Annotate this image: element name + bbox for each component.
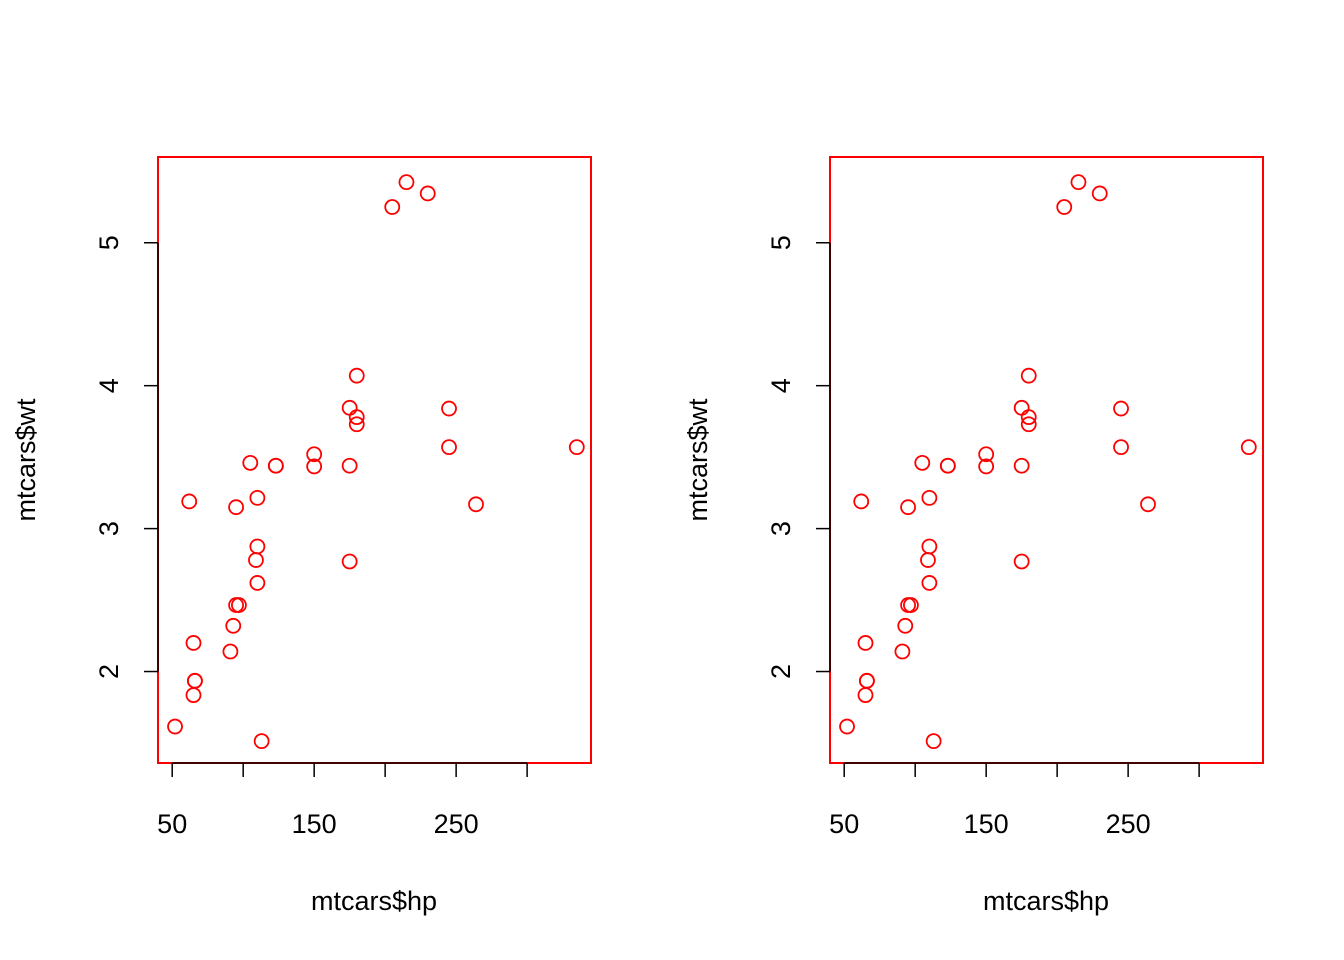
y-tick-label: 4 <box>94 378 124 393</box>
data-point <box>181 493 198 510</box>
data-point <box>398 174 415 191</box>
data-point <box>267 457 284 474</box>
data-point <box>249 489 266 506</box>
data-point <box>1240 439 1257 456</box>
data-point <box>341 457 358 474</box>
data-point <box>894 643 911 660</box>
y-tick-label: 3 <box>94 521 124 536</box>
data-point <box>1113 400 1129 417</box>
data-point <box>1020 416 1037 433</box>
data-point <box>441 400 457 417</box>
data-point <box>1070 174 1087 191</box>
data-point <box>242 454 259 471</box>
data-point <box>1091 185 1108 202</box>
y-tick-label: 3 <box>766 521 796 536</box>
data-point <box>914 454 931 471</box>
data-point <box>419 185 436 202</box>
data-point <box>441 439 457 456</box>
data-point <box>978 446 995 463</box>
data-point <box>228 499 244 516</box>
y-tick-label: 5 <box>766 235 796 250</box>
data-point <box>1113 439 1129 456</box>
y-axis-label: mtcars$wt <box>683 398 713 522</box>
data-point <box>857 635 874 651</box>
y-tick-label: 5 <box>94 235 124 250</box>
data-point <box>853 493 870 510</box>
data-point <box>839 718 855 735</box>
data-point <box>859 672 875 689</box>
data-point <box>185 635 202 651</box>
data-point <box>167 718 183 735</box>
y-axis-label: mtcars$wt <box>11 398 41 522</box>
data-point <box>978 458 995 475</box>
data-point <box>222 643 239 660</box>
data-point <box>384 199 401 215</box>
data-point <box>1013 457 1030 474</box>
data-point <box>249 538 266 555</box>
y-tick-label: 4 <box>766 378 796 393</box>
x-axis-label: mtcars$hp <box>983 886 1109 916</box>
data-point <box>939 457 956 474</box>
x-tick-label: 250 <box>434 809 479 839</box>
data-point <box>249 575 266 591</box>
data-point <box>348 409 365 426</box>
data-point <box>1013 553 1030 570</box>
x-tick-label: 250 <box>1106 809 1151 839</box>
x-axis-label: mtcars$hp <box>311 886 437 916</box>
data-point <box>921 538 938 555</box>
data-point <box>348 367 365 384</box>
data-point <box>306 446 323 463</box>
x-tick-label: 50 <box>157 809 187 839</box>
data-point <box>348 416 365 433</box>
y-tick-label: 2 <box>766 664 796 679</box>
data-point <box>1020 367 1037 384</box>
data-point <box>900 499 916 516</box>
data-point <box>568 439 585 456</box>
data-point <box>231 597 247 613</box>
data-point <box>1140 496 1156 513</box>
data-point <box>921 489 938 506</box>
data-point <box>925 733 942 750</box>
data-point <box>1020 409 1037 426</box>
data-point <box>897 617 914 634</box>
data-point <box>187 672 203 689</box>
scatter-panel-left: mtcars$hp mtcars$wt 50 150 250 2 3 4 5 <box>11 156 592 916</box>
x-tick-label: 50 <box>829 809 859 839</box>
data-point <box>253 733 270 750</box>
data-point <box>341 553 358 570</box>
data-point <box>903 597 919 613</box>
data-point <box>1056 199 1073 215</box>
y-tick-label: 2 <box>94 664 124 679</box>
data-point <box>225 617 242 634</box>
data-point <box>468 496 484 513</box>
x-tick-label: 150 <box>292 809 337 839</box>
x-tick-label: 150 <box>964 809 1009 839</box>
data-point <box>306 458 323 475</box>
data-point <box>921 575 938 591</box>
scatter-panel-right: mtcars$hp mtcars$wt 50 150 250 2 3 4 5 <box>683 156 1264 916</box>
